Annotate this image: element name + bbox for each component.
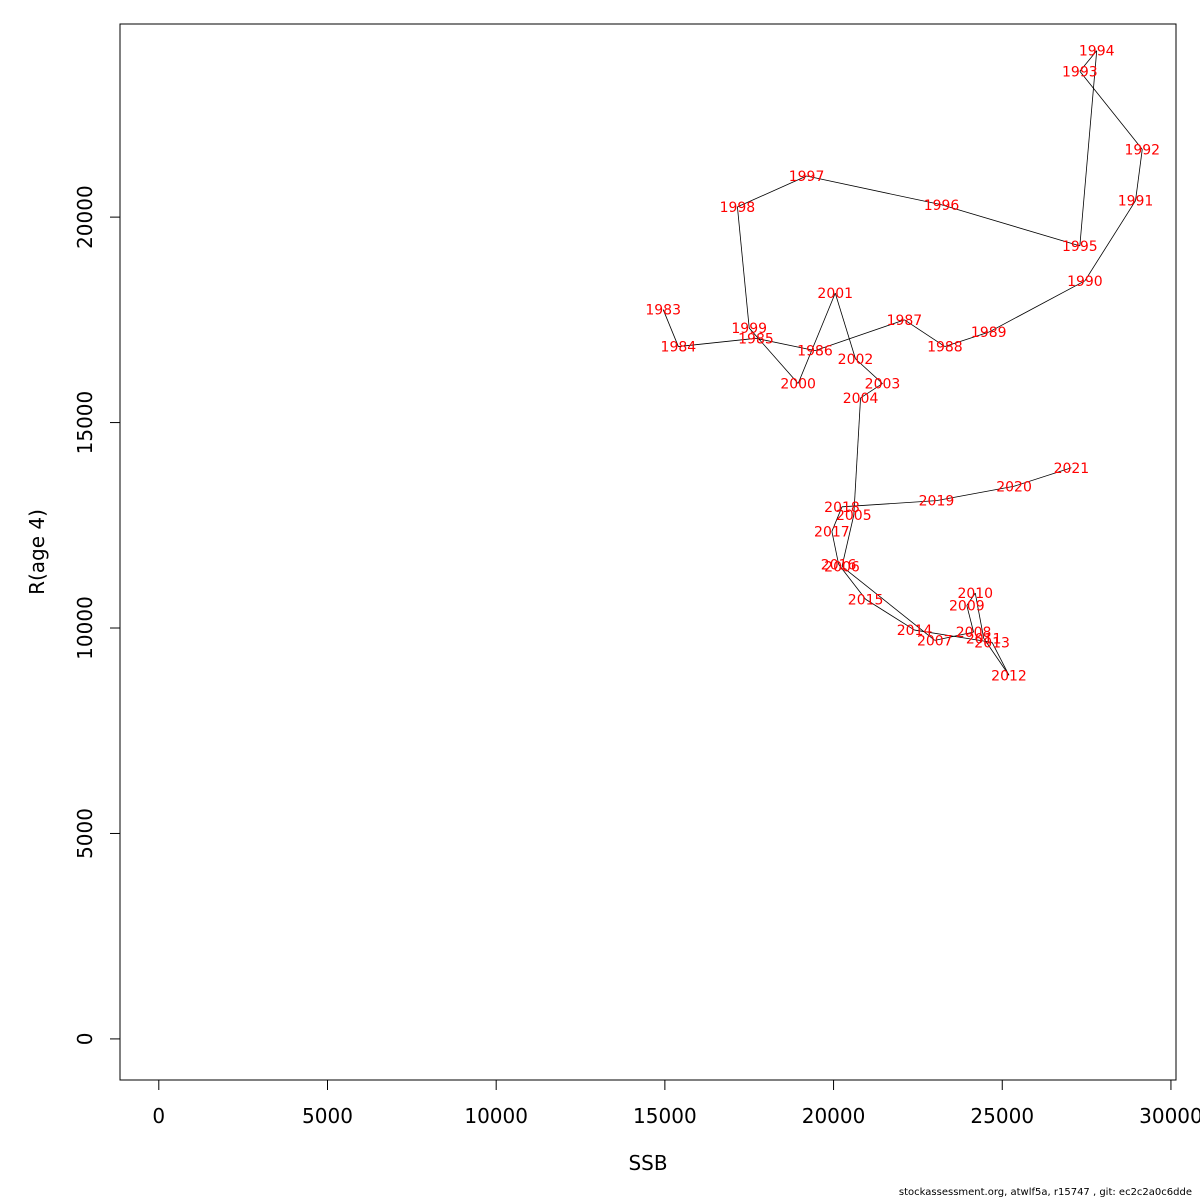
- footer-credit: stockassessment.org, atwlf5a, r15747 , g…: [898, 1187, 1192, 1198]
- point-year-label: 2008: [956, 625, 992, 641]
- point-year-label: 2016: [821, 557, 857, 573]
- x-axis: 0 5000 10000 15000 20000 25000 30000: [152, 1079, 1200, 1128]
- trajectory-segment: [831, 531, 840, 565]
- x-tick-label: 25000: [970, 1104, 1034, 1128]
- point-year-label: 1987: [887, 313, 923, 329]
- trajectory-segment: [860, 383, 883, 399]
- x-axis-title: SSB: [628, 1151, 667, 1175]
- point-year-label: 2000: [780, 377, 816, 393]
- trajectory-segment: [755, 337, 816, 352]
- point-year-label: 2009: [949, 598, 985, 614]
- trajectory-segment: [941, 204, 1080, 247]
- recruitment-trajectory: [662, 50, 1143, 676]
- plot-frame: [119, 23, 1177, 1081]
- point-year-label: 1994: [1079, 44, 1115, 60]
- point-year-label: 2005: [836, 508, 872, 524]
- point-year-label: 2007: [917, 633, 953, 649]
- trajectory-segment: [865, 598, 915, 631]
- point-year-label: 1985: [738, 331, 774, 347]
- trajectory-segment: [1079, 50, 1098, 72]
- x-tick-label: 0: [152, 1104, 165, 1128]
- trajectory-segment: [1084, 200, 1136, 282]
- x-tick-label: 10000: [464, 1104, 528, 1128]
- trajectory-segment: [831, 506, 843, 532]
- trajectory-segment: [806, 175, 942, 206]
- trajectory-segment: [678, 337, 757, 347]
- trajectory-segment: [936, 485, 1015, 502]
- point-year-label: 1992: [1124, 142, 1160, 158]
- point-year-label: 1984: [661, 340, 697, 356]
- point-year-label: 2003: [865, 377, 901, 393]
- trajectory-segment: [991, 642, 1010, 676]
- trajectory-segment: [974, 593, 985, 639]
- trajectory-segment: [1013, 467, 1072, 487]
- point-year-label: 1983: [645, 303, 681, 319]
- point-year-label: 2020: [996, 479, 1032, 495]
- y-tick-label: 15000: [73, 391, 97, 455]
- trajectory-segment: [853, 397, 861, 516]
- x-tick-label: 5000: [302, 1104, 353, 1128]
- y-tick-label: 5000: [73, 808, 97, 859]
- point-year-label: 1995: [1062, 239, 1098, 255]
- point-year-label: 2015: [848, 592, 884, 608]
- trajectory-segment: [841, 566, 936, 641]
- trajectory-segment: [737, 175, 807, 208]
- point-year-label: 2004: [843, 391, 879, 407]
- point-year-label: 1990: [1067, 274, 1103, 290]
- point-year-label: 1998: [720, 200, 756, 216]
- trajectory-segment: [841, 514, 855, 567]
- y-axis: 0 5000 10000 15000 20000: [73, 185, 121, 1046]
- point-year-label: 2002: [838, 352, 874, 368]
- point-year-label: 1988: [927, 340, 963, 356]
- trajectory-segment: [814, 319, 905, 352]
- x-tick-label: 20000: [802, 1104, 866, 1128]
- trajectory-segment: [988, 280, 1086, 333]
- y-tick-label: 10000: [73, 596, 97, 660]
- trajectory-segment: [983, 638, 1010, 676]
- point-year-label: 1993: [1062, 64, 1098, 80]
- trajectory-segment: [834, 293, 856, 359]
- y-axis-title: R(age 4): [25, 509, 49, 595]
- point-year-label: 1999: [731, 321, 767, 337]
- trajectory-segment: [966, 592, 976, 606]
- y-tick-label: 20000: [73, 185, 97, 249]
- point-year-label: 2018: [824, 500, 860, 516]
- trajectory-segment: [966, 605, 974, 633]
- point-year-label: 1986: [797, 344, 833, 360]
- trajectory-segment: [855, 358, 883, 384]
- x-tick-label: 30000: [1139, 1104, 1200, 1128]
- trajectory-segment: [904, 319, 946, 347]
- trajectory-segment: [1135, 149, 1143, 201]
- trajectory-segment: [737, 206, 750, 329]
- trajectory-segment: [838, 564, 866, 600]
- point-year-label: 1996: [924, 198, 960, 214]
- trajectory-segment: [1079, 50, 1098, 246]
- x-tick-label: 15000: [633, 1104, 697, 1128]
- point-year-label: 2001: [817, 286, 853, 302]
- point-year-label: 2011: [966, 631, 1002, 647]
- point-year-label: 2010: [957, 586, 993, 602]
- point-year-label: 2017: [814, 524, 850, 540]
- point-year-label: 2021: [1054, 461, 1090, 477]
- trajectory-segment: [841, 500, 937, 508]
- y-tick-label: 0: [73, 1033, 97, 1046]
- point-year-label: 1997: [789, 169, 825, 185]
- trajectory-segment: [944, 331, 989, 347]
- trajectory-segment: [1079, 71, 1143, 150]
- point-year-label: 2006: [824, 559, 860, 575]
- trajectory-segment: [662, 309, 679, 347]
- point-year-label: 2013: [974, 635, 1010, 651]
- point-year-label: 1989: [971, 325, 1007, 341]
- point-year-label: 1991: [1118, 194, 1154, 210]
- point-year-label: 2012: [991, 668, 1027, 684]
- point-year-label: 2014: [897, 623, 933, 639]
- point-year-label: 2019: [919, 494, 955, 510]
- trajectory-segment: [797, 292, 836, 384]
- trajectory-segment: [748, 327, 799, 384]
- trajectory-segment: [914, 629, 993, 643]
